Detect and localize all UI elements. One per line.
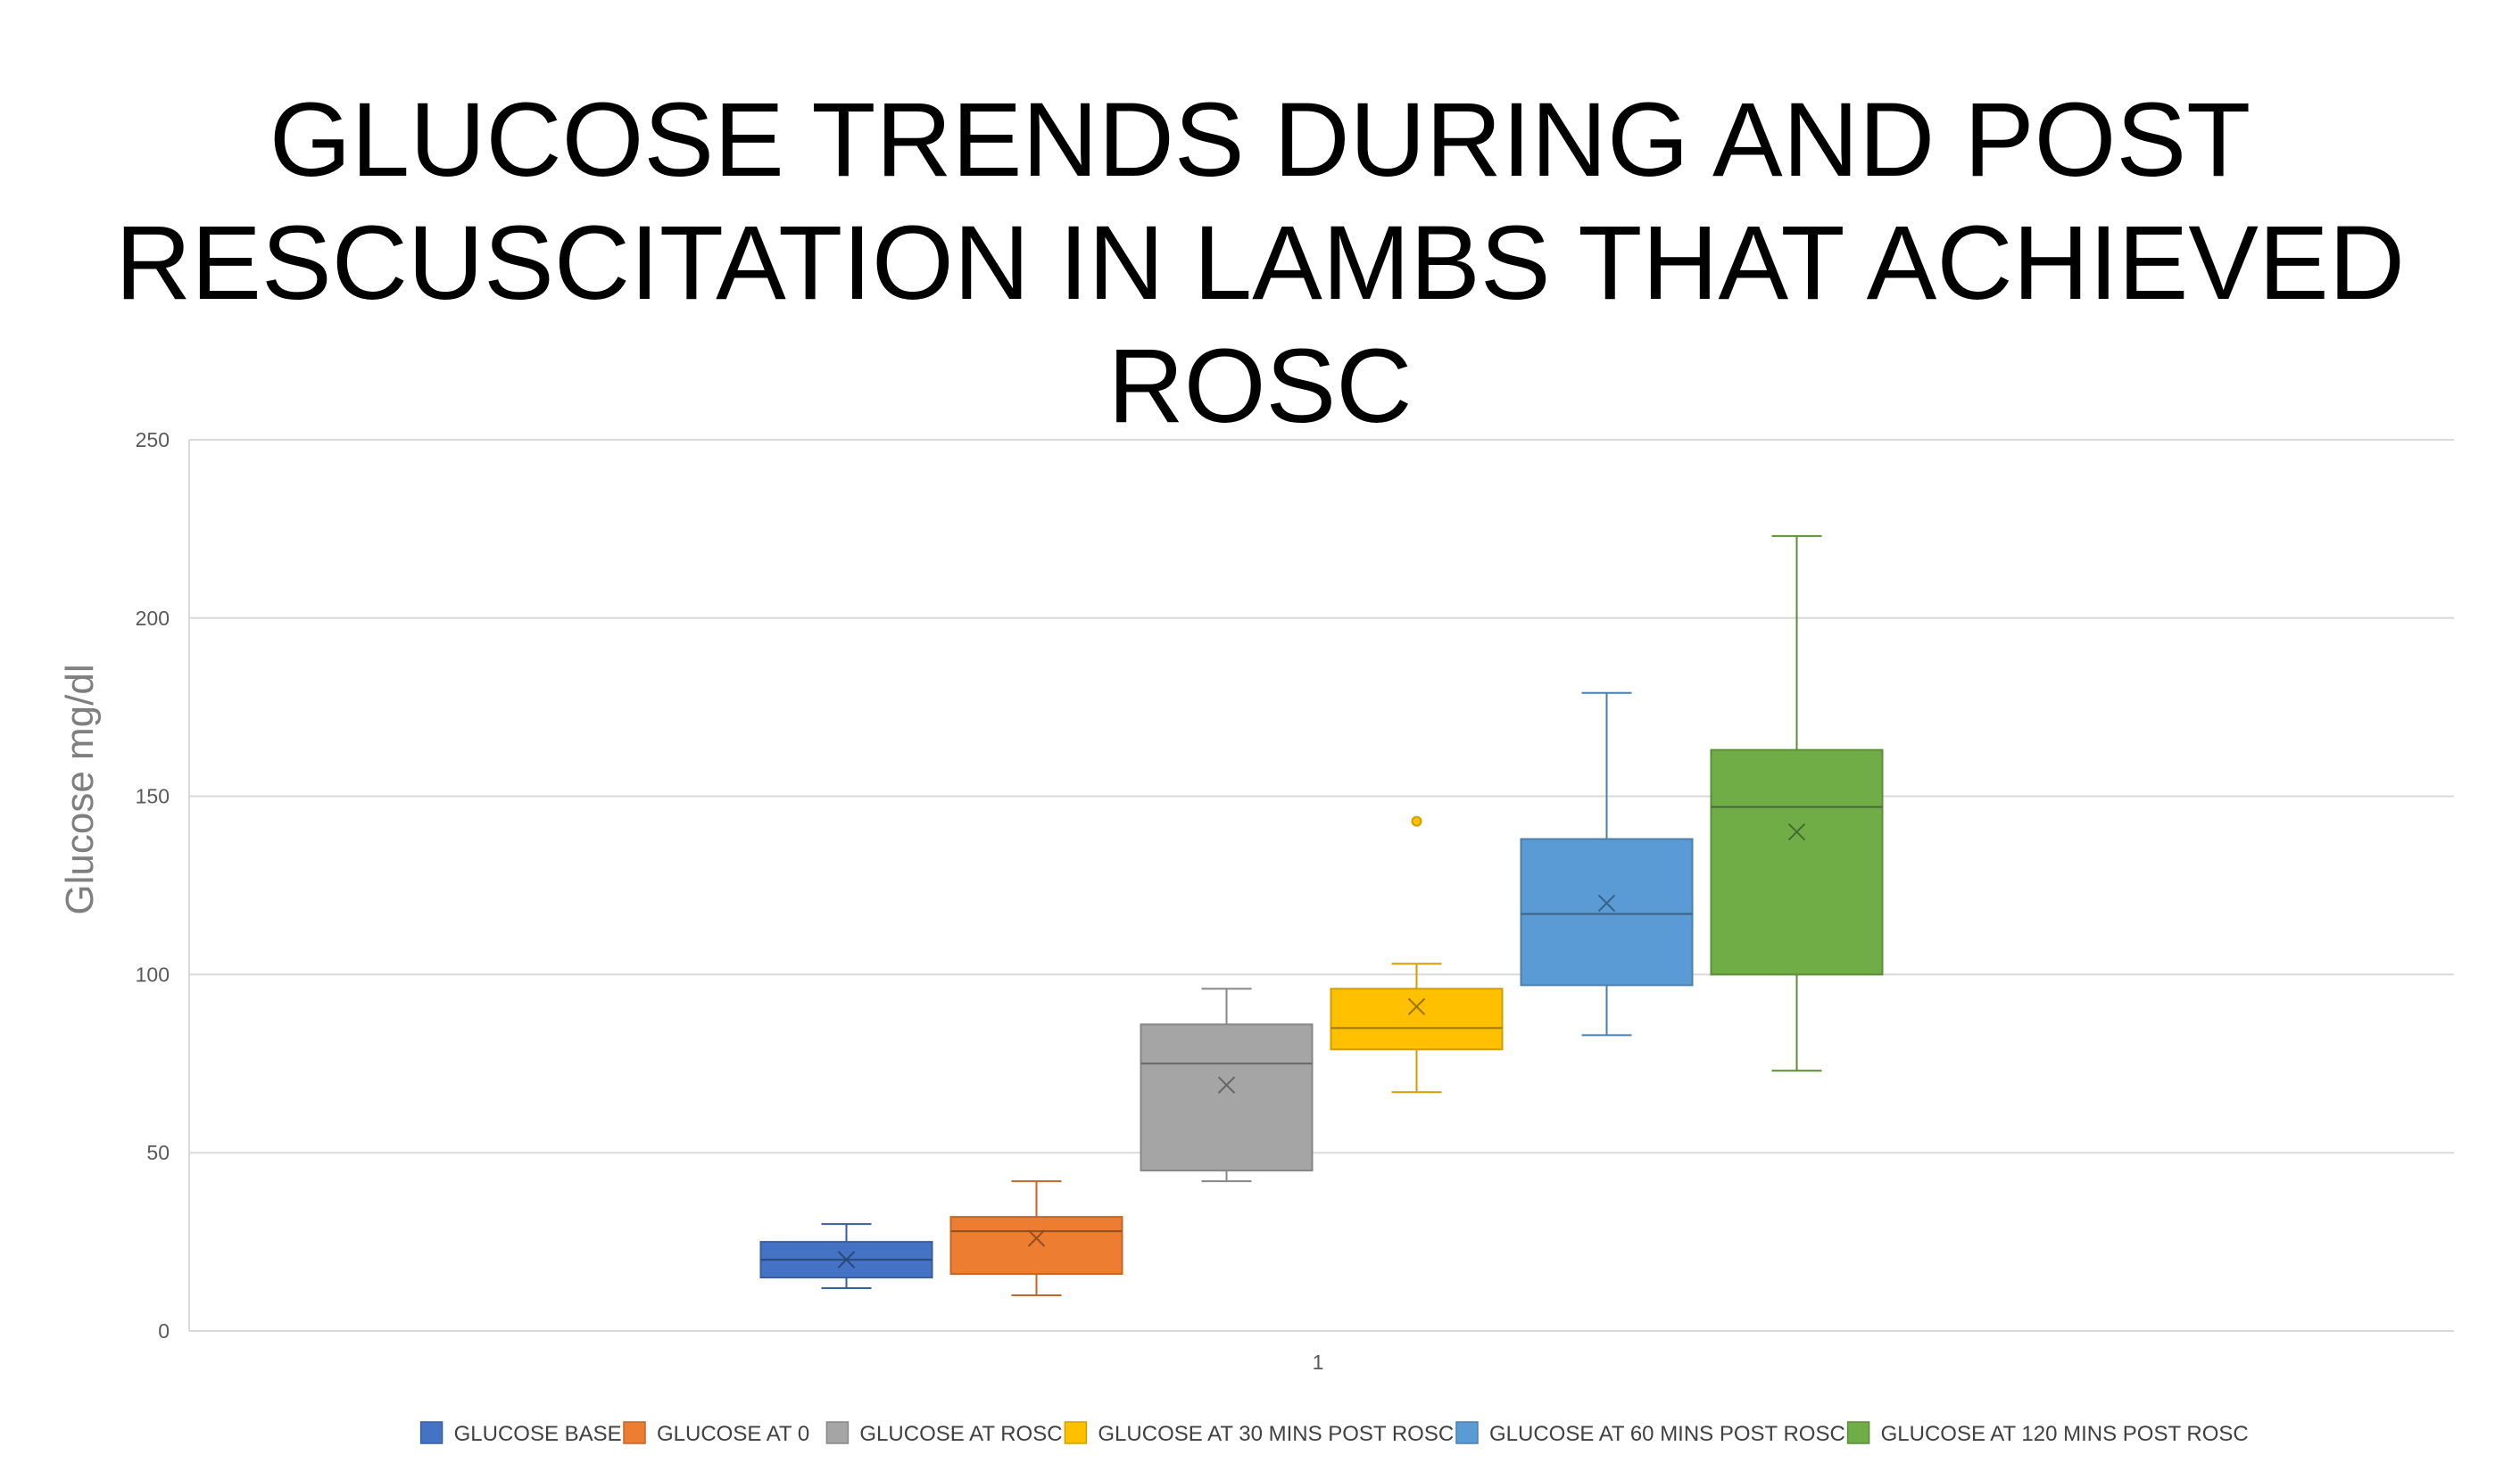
box-body bbox=[1710, 748, 1884, 976]
y-tick-label: 0 bbox=[158, 1319, 170, 1343]
y-tick-label: 50 bbox=[146, 1141, 170, 1164]
box-series bbox=[1330, 815, 1504, 1094]
box-series bbox=[1710, 534, 1884, 1072]
mean-marker-stroke bbox=[1407, 997, 1426, 1016]
chart-title-line-2: RESCUSCITATION IN LAMBS THAT ACHIEVED RO… bbox=[115, 204, 2405, 445]
legend-swatch bbox=[825, 1421, 850, 1444]
legend-item: GLUCOSE BASE bbox=[419, 1421, 622, 1446]
mean-marker bbox=[1407, 997, 1426, 1016]
gridlines bbox=[189, 439, 2454, 1332]
legend-swatch bbox=[1455, 1421, 1479, 1444]
mean-marker-stroke bbox=[1787, 822, 1806, 841]
legend-label: GLUCOSE AT 0 bbox=[657, 1422, 809, 1446]
legend-swatch bbox=[419, 1421, 443, 1444]
mean-marker bbox=[837, 1251, 856, 1269]
y-tick-label: 100 bbox=[136, 963, 170, 986]
boxes bbox=[759, 534, 1884, 1297]
legend-item: GLUCOSE AT 120 MINS POST ROSC bbox=[1846, 1421, 2249, 1446]
box-body bbox=[949, 1216, 1123, 1276]
y-axis: 0 50 100 150 200 250 bbox=[136, 428, 190, 1343]
legend-item: GLUCOSE AT 0 bbox=[623, 1421, 809, 1446]
mean-marker-stroke bbox=[837, 1251, 856, 1269]
outlier-point bbox=[1411, 815, 1422, 827]
box-body bbox=[1140, 1023, 1314, 1172]
legend-swatch bbox=[1064, 1421, 1088, 1444]
y-tick-label: 150 bbox=[136, 785, 170, 808]
legend-label: GLUCOSE AT 120 MINS POST ROSC bbox=[1881, 1422, 2249, 1446]
legend: GLUCOSE BASE GLUCOSE AT 0 GLUCOSE AT ROSC G… bbox=[419, 1421, 2249, 1446]
box-series bbox=[759, 1223, 933, 1290]
box-series bbox=[1520, 691, 1694, 1037]
legend-label: GLUCOSE AT ROSC bbox=[859, 1422, 1062, 1446]
mean-marker-stroke bbox=[1027, 1229, 1046, 1247]
legend-item: GLUCOSE AT ROSC bbox=[825, 1421, 1063, 1446]
mean-marker bbox=[1787, 822, 1806, 841]
box-series bbox=[949, 1180, 1123, 1297]
legend-item: GLUCOSE AT 30 MINS POST ROSC bbox=[1064, 1421, 1454, 1446]
legend-swatch bbox=[623, 1421, 646, 1444]
mean-marker bbox=[1027, 1229, 1046, 1247]
box-body bbox=[1520, 838, 1694, 987]
legend-label: GLUCOSE AT 30 MINS POST ROSC bbox=[1098, 1422, 1454, 1446]
box-series bbox=[1140, 988, 1314, 1183]
y-tick-label: 200 bbox=[136, 607, 170, 630]
legend-swatch bbox=[1846, 1421, 1870, 1444]
mean-marker-stroke bbox=[1597, 894, 1616, 913]
y-tick-label: 250 bbox=[136, 428, 170, 451]
legend-label: GLUCOSE BASE bbox=[454, 1422, 622, 1446]
legend-item: GLUCOSE AT 60 MINS POST ROSC bbox=[1455, 1421, 1845, 1446]
mean-marker-stroke bbox=[1217, 1076, 1236, 1094]
legend-label: GLUCOSE AT 60 MINS POST ROSC bbox=[1489, 1422, 1845, 1446]
chart-title-line-1: GLUCOSE TRENDS DURING AND POST bbox=[269, 81, 2251, 199]
y-axis-label: Glucose mg/dl bbox=[58, 664, 102, 914]
mean-marker bbox=[1217, 1076, 1236, 1094]
chart-title: GLUCOSE TRENDS DURING AND POST RESCUSCIT… bbox=[0, 79, 2520, 448]
x-axis-category-label: 1 bbox=[1313, 1351, 1324, 1374]
mean-marker bbox=[1597, 894, 1616, 913]
box-body bbox=[1330, 988, 1504, 1051]
